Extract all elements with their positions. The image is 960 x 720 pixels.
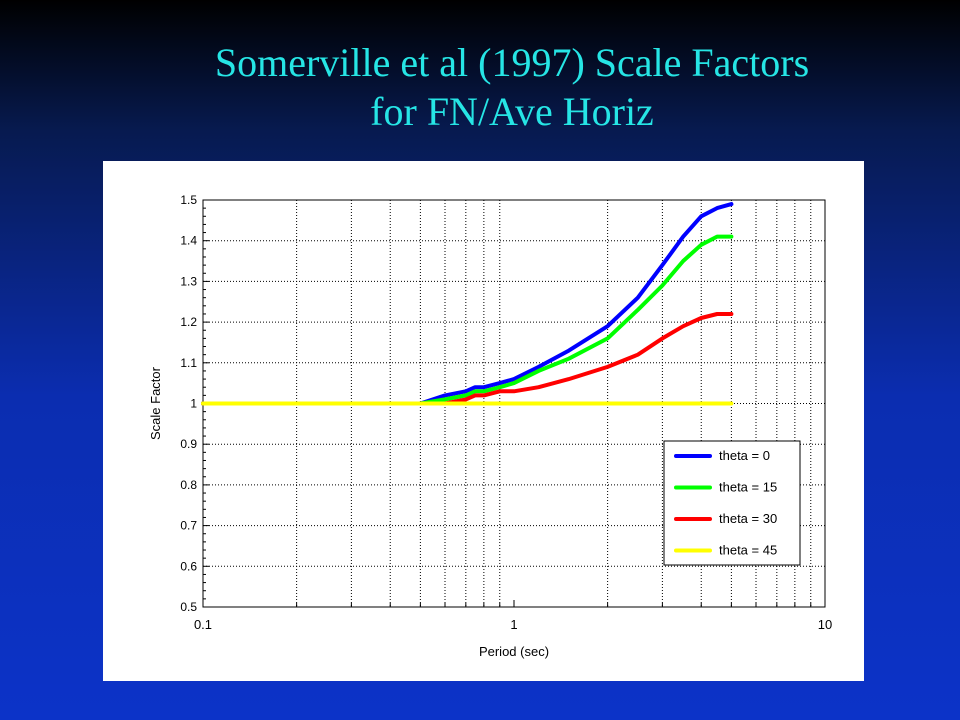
y-tick-label: 1 <box>190 397 197 411</box>
x-tick-label: 10 <box>818 617 832 632</box>
y-axis-label: Scale Factor <box>148 366 163 440</box>
legend: theta = 0 theta = 15 theta = 30 theta = 45 <box>663 440 801 566</box>
series-line-1 <box>201 202 734 406</box>
x-tick-label: 1 <box>510 617 517 632</box>
series-line-2 <box>201 234 734 406</box>
y-tick-label: 0.7 <box>180 519 197 533</box>
slide-title-line-2: for FN/Ave Horiz <box>370 89 654 134</box>
y-tick-label: 0.8 <box>180 478 197 492</box>
y-tick-label: 0.9 <box>180 437 197 451</box>
slide-title: Somerville et al (1997) Scale Factors fo… <box>0 38 960 136</box>
plot-axes: 0.5 0.6 0.7 0.8 0.9 1 1.1 1.2 1.3 1.4 1.5 0.1 1 10 Per… <box>148 193 832 659</box>
y-tick-label: 1.4 <box>180 234 197 248</box>
y-tick-label: 1.1 <box>180 356 197 370</box>
legend-label-4: theta = 45 <box>719 543 777 558</box>
series-line-3 <box>201 312 734 406</box>
y-tick-label: 1.5 <box>180 193 197 207</box>
slide-title-line-1: Somerville et al (1997) Scale Factors <box>214 40 810 85</box>
y-tick-label: 0.5 <box>180 600 197 614</box>
x-axis-label: Period (sec) <box>479 644 549 659</box>
chart-panel: 0.5 0.6 0.7 0.8 0.9 1 1.1 1.2 1.3 1.4 1.5 0.1 1 10 Per… <box>103 161 864 681</box>
x-tick-label: 0.1 <box>194 617 212 632</box>
scale-factor-chart: 0.5 0.6 0.7 0.8 0.9 1 1.1 1.2 1.3 1.4 1.5 0.1 1 10 Per… <box>148 193 832 659</box>
y-tick-label: 0.6 <box>180 559 197 573</box>
legend-box <box>663 440 801 566</box>
y-tick-label: 1.2 <box>180 315 197 329</box>
legend-label-2: theta = 15 <box>719 480 777 495</box>
series-lines <box>201 202 734 406</box>
y-tick-label: 1.3 <box>180 274 197 288</box>
legend-label-1: theta = 0 <box>719 448 770 463</box>
legend-label-3: theta = 30 <box>719 511 777 526</box>
